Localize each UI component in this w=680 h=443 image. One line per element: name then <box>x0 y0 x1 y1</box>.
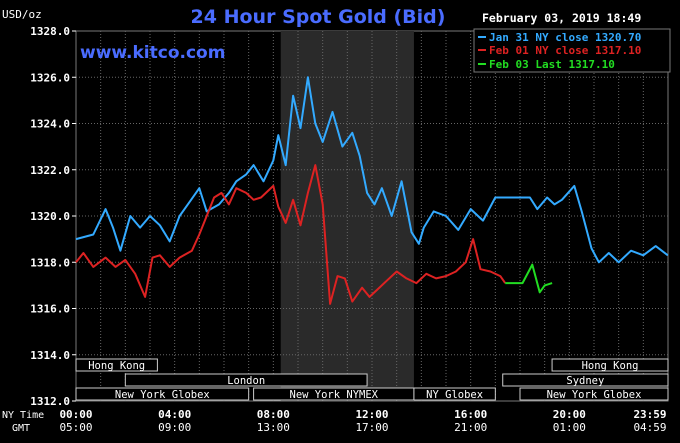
market-label: NY Globex <box>426 389 483 401</box>
legend: Jan 31 NY close 1320.70 Feb 01 NY close … <box>473 28 671 73</box>
market-bar <box>551 358 669 372</box>
x-row-label-ny: NY Time <box>2 410 44 421</box>
x-tick-label-ny: 04:00 <box>158 408 191 421</box>
x-tick-label-ny: 20:00 <box>553 408 586 421</box>
y-axis-unit-label: USD/oz <box>2 8 42 21</box>
x-tick-label-gmt: 04:59 <box>633 421 666 434</box>
shaded-session <box>280 31 414 401</box>
y-tick-label: 1324.0 <box>30 118 70 131</box>
x-tick-label-ny: 00:00 <box>59 408 92 421</box>
x-tick-label-ny: 08:00 <box>257 408 290 421</box>
market-label: Hong Kong <box>582 360 639 372</box>
market-bar <box>519 387 669 401</box>
x-tick-label-gmt: 21:00 <box>454 421 487 434</box>
y-tick-label: 1312.0 <box>30 395 70 408</box>
timestamp: February 03, 2019 18:49 <box>482 11 641 25</box>
x-tick-label-gmt: 13:00 <box>257 421 290 434</box>
market-hours: Hong Kong Hong Kong London Sydney New York G… <box>75 358 669 401</box>
series-line-0 <box>75 76 669 264</box>
y-tick-label: 1328.0 <box>30 25 70 38</box>
market-label: London <box>227 375 265 387</box>
x-row-label-gmt: GMT <box>12 423 30 434</box>
market-bar <box>75 387 250 401</box>
legend-entry-feb03: Feb 03 Last 1317.10 <box>489 58 615 71</box>
market-label: New York Globex <box>115 389 210 401</box>
x-tick-label-gmt: 17:00 <box>355 421 388 434</box>
price-series <box>75 76 669 305</box>
y-tick-labels: 1312.0 1314.0 1316.0 1318.0 1320.0 1322.0 1324… <box>30 25 76 408</box>
legend-box <box>473 28 671 73</box>
x-tick-label-ny: 12:00 <box>355 408 388 421</box>
site-watermark: www.kitco.com <box>80 43 225 63</box>
chart-title: 24 Hour Spot Gold (Bid) <box>191 6 446 28</box>
series-line-1 <box>75 164 507 305</box>
market-label: New York NYMEX <box>290 389 379 401</box>
x-tick-label-gmt: 01:00 <box>553 421 586 434</box>
market-bar <box>124 373 368 387</box>
y-tick-label: 1322.0 <box>30 164 70 177</box>
market-label: Hong Kong <box>88 360 145 372</box>
market-bar <box>75 358 158 372</box>
y-tick-label: 1314.0 <box>30 349 70 362</box>
x-tick-label-ny: 16:00 <box>454 408 487 421</box>
market-label: New York Globex <box>547 389 642 401</box>
market-bar <box>502 373 669 387</box>
y-tick-label: 1320.0 <box>30 210 70 223</box>
x-tick-label-ny: 23:59 <box>633 408 666 421</box>
y-tick-label: 1318.0 <box>30 256 70 269</box>
legend-entry-jan31: Jan 31 NY close 1320.70 <box>489 31 641 44</box>
legend-entry-feb01: Feb 01 NY close 1317.10 <box>489 44 641 57</box>
y-tick-label: 1326.0 <box>30 71 70 84</box>
market-label: Sydney <box>566 375 604 387</box>
x-tick-label-gmt: 05:00 <box>59 421 92 434</box>
x-tick-label-gmt: 09:00 <box>158 421 191 434</box>
series-line-2 <box>505 263 553 294</box>
market-bar <box>413 387 496 401</box>
y-tick-label: 1316.0 <box>30 303 70 316</box>
